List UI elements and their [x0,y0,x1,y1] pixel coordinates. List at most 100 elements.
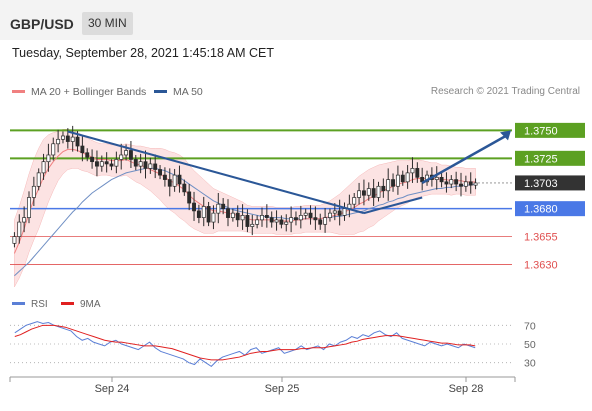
candle-body [473,182,478,186]
level-label: 1.3703 [524,178,558,190]
candle-body [294,217,298,221]
candle-body [158,169,163,176]
ma9-swatch [61,301,74,305]
candle-body [303,212,308,216]
candle-body [182,183,187,193]
x-tick-label: Sep 25 [265,383,300,395]
candle-body [61,135,65,140]
candle-body [41,161,46,174]
level-label: 1.3655 [524,232,558,244]
candle-body [226,208,230,218]
ma50-swatch [154,89,167,93]
candle-body [46,154,51,163]
candle-body [211,212,216,223]
candle-body [124,150,129,156]
candle-body [260,215,264,221]
timestamp-label: Tuesday, September 28, 2021 1:45:18 AM C… [12,46,274,60]
candle-body [94,161,99,167]
candle-body [148,163,153,169]
candle-body [376,185,381,198]
projection-arrow-head [500,130,511,141]
trendline [67,130,365,215]
legend-ma50: MA 50 [154,86,203,98]
level-label: 1.3680 [524,204,558,216]
candle-body [109,163,114,167]
candle-body [337,210,342,216]
candle-body [289,217,294,223]
candle-body [459,183,463,187]
candle-body [284,221,289,225]
candle-body [51,143,56,156]
candle-body [36,172,41,187]
level-label: 1.3630 [524,260,558,272]
level-box [515,150,585,166]
candle-body [143,161,148,169]
candle-body [27,197,31,218]
candle-body [342,208,347,216]
candle-body [298,215,303,221]
rsi-ma9-line [14,324,476,361]
candle-body [468,181,473,186]
level-box [515,201,585,217]
candle-body [56,138,61,145]
candle-body [192,202,196,212]
candle-body [352,197,357,205]
candle-body [221,203,226,210]
candle-body [196,210,201,218]
candle-body [114,159,119,167]
candle-body [250,223,255,227]
level-box [515,175,585,191]
candle-body [90,156,95,163]
candle-body [230,212,235,218]
candle-body [138,161,143,167]
candle-body [386,179,391,192]
candle-body [201,206,206,218]
candle-body [245,215,250,227]
candle-body [153,163,158,170]
candle-body [133,159,138,167]
legend-rsi-label: RSI [31,299,48,310]
projection-arrow-shaft [421,135,506,185]
candle-body [216,203,221,214]
candle-body [80,145,85,154]
ma50-line [14,167,476,277]
symbol-label: GBP/USD [10,16,74,32]
candle-body [400,174,405,183]
chart-header-bar: GBP/USD 30 MIN [0,0,592,40]
candle-body [187,191,192,204]
candle-body [371,188,376,198]
candle-body [85,152,90,158]
candle-body [274,219,279,223]
ma20-swatch [12,89,25,93]
candle-body [75,136,80,147]
candle-body [12,236,17,244]
candle-body [264,215,269,218]
candle-body [162,174,167,180]
candle-body [405,172,410,183]
timeframe-badge[interactable]: 30 MIN [82,12,133,35]
level-label: 1.3725 [524,153,558,165]
candle-body [463,181,468,187]
candle-body [167,179,172,187]
candle-body [119,154,124,160]
x-tick-label: Sep 28 [449,383,484,395]
candle-body [318,219,323,225]
candle-body [434,176,439,180]
candle-body [454,179,459,185]
trendline [363,196,423,215]
rsi-swatch [12,301,25,305]
candle-body [327,212,332,218]
candle-body [381,185,386,192]
candle-body [172,174,177,187]
candle-body [444,181,449,185]
candle-body [410,168,415,174]
legend-ma50-label: MA 50 [173,86,203,98]
candle-body [366,188,371,196]
candle-body [332,210,337,214]
x-tick-label: Sep 24 [95,383,130,395]
candle-body [439,176,444,183]
candle-body [177,174,182,185]
candle-body [361,190,366,196]
candle-body [70,136,75,142]
